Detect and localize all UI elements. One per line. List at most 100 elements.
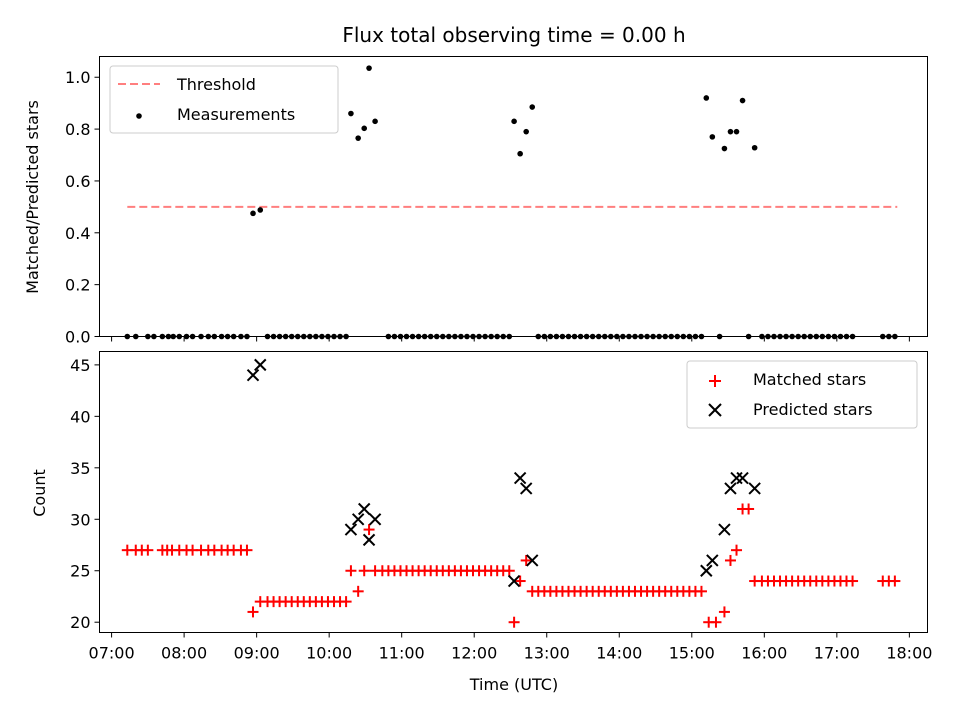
- top-y-tick-label: 0.6: [65, 172, 90, 191]
- matched-star-point: [247, 606, 259, 618]
- measurement-point: [511, 118, 517, 125]
- predicted-star-point: [724, 482, 737, 495]
- matched-legend-marker: [709, 375, 721, 387]
- measurement-point: [709, 134, 716, 140]
- measurement-point: [355, 135, 361, 141]
- predicted-star-point: [700, 564, 713, 577]
- measurement-point: [517, 150, 523, 157]
- measurement-point: [372, 118, 378, 125]
- predicted-legend-label: Predicted stars: [753, 400, 873, 419]
- measurement-point: [751, 144, 758, 151]
- bottom-x-tick-label: 17:00: [814, 644, 860, 663]
- measurement-point: [703, 95, 710, 101]
- predicted-legend-marker: [708, 403, 722, 417]
- bottom-y-tick-label: 20: [70, 613, 90, 632]
- matched-star-point: [710, 616, 722, 628]
- matched-star-point: [508, 616, 520, 628]
- top-axes-frame: [99, 56, 928, 337]
- bottom-y-tick-label: 40: [70, 407, 90, 426]
- matched-star-point: [718, 606, 730, 618]
- bottom-x-axis: 07:00 08:00 09:00 10:00 11:00 12:00 13:00 14:00…: [89, 632, 932, 663]
- predicted-star-point: [344, 523, 358, 536]
- bottom-plot-area: [121, 358, 901, 628]
- bottom-y-axis: 20 25 30 35 40 45: [70, 356, 100, 632]
- matched-star-point: [889, 575, 901, 587]
- bottom-axes-frame: [99, 351, 928, 633]
- matched-star-point: [695, 585, 707, 597]
- top-y-tick-label: 0.4: [65, 224, 90, 243]
- threshold-legend-label: Threshold: [176, 75, 256, 94]
- top-y-tick-label: 0.2: [65, 276, 90, 295]
- measurement-point: [366, 65, 372, 71]
- top-y-axis-label: Matched/Predicted stars: [23, 100, 42, 294]
- matched-star-point: [743, 503, 755, 515]
- matched-star-point: [142, 544, 154, 556]
- top-chart-title: Flux total observing time = 0.00 h: [342, 23, 685, 47]
- matched-star-point: [514, 575, 526, 587]
- matched-star-point: [731, 544, 743, 556]
- measurements-legend-marker: [136, 113, 142, 119]
- bottom-panel: Count Time (UTC) 20 25 30 35 40 45 07:00 08:00…: [30, 351, 932, 694]
- predicted-star-point: [254, 358, 267, 372]
- bottom-x-tick-label: 14:00: [596, 644, 642, 663]
- measurement-point: [739, 97, 746, 104]
- matched-star-point: [847, 575, 859, 587]
- measurement-point: [721, 145, 728, 152]
- predicted-star-point: [246, 368, 260, 382]
- bottom-y-tick-label: 25: [70, 562, 90, 581]
- bottom-y-axis-label: Count: [30, 469, 49, 517]
- bottom-legend: Matched stars Predicted stars: [686, 360, 918, 429]
- top-y-tick-label: 0.8: [65, 120, 90, 139]
- predicted-star-point: [736, 471, 749, 485]
- bottom-y-tick-label: 30: [70, 510, 90, 529]
- bottom-y-tick-label: 35: [70, 459, 90, 478]
- bottom-x-tick-label: 15:00: [669, 644, 715, 663]
- measurement-point: [727, 128, 734, 135]
- bottom-x-tick-label: 09:00: [234, 644, 280, 663]
- predicted-star-point: [507, 574, 521, 588]
- predicted-star-point: [748, 482, 761, 495]
- measurement-point: [257, 207, 264, 213]
- predicted-star-point: [718, 523, 731, 536]
- measurement-point: [348, 110, 354, 117]
- matched-star-point: [724, 554, 736, 566]
- matched-star-point: [363, 524, 375, 536]
- top-legend-box: [109, 65, 339, 134]
- bottom-x-tick-label: 18:00: [886, 644, 932, 663]
- predicted-star-point: [526, 554, 539, 567]
- bottom-x-tick-label: 08:00: [161, 644, 207, 663]
- bottom-x-tick-label: 10:00: [306, 644, 352, 663]
- matched-star-point: [352, 585, 364, 597]
- matched-legend-label: Matched stars: [753, 370, 866, 389]
- matched-star-point: [241, 544, 253, 556]
- top-panel: Flux total observing time = 0.00 h Match…: [23, 23, 928, 347]
- matched-star-point: [520, 554, 532, 566]
- bottom-x-tick-label: 12:00: [451, 644, 497, 663]
- bottom-x-tick-label: 16:00: [741, 644, 787, 663]
- bottom-x-axis-label: Time (UTC): [469, 675, 558, 694]
- top-y-tick-label: 1.0: [65, 68, 90, 87]
- matched-star-point: [503, 565, 515, 577]
- bottom-y-tick-label: 45: [70, 356, 90, 375]
- measurements-legend-label: Measurements: [177, 105, 295, 124]
- predicted-star-point: [519, 482, 533, 495]
- measurement-point: [361, 125, 368, 132]
- top-legend: Threshold Measurements: [109, 65, 339, 134]
- matched-star-point: [358, 565, 370, 577]
- top-y-axis: 0.0 0.2 0.4 0.6 0.8 1.0: [65, 68, 100, 347]
- bottom-legend-box: [686, 360, 918, 429]
- top-y-tick-label: 0.0: [65, 328, 90, 347]
- measurement-point: [250, 210, 256, 217]
- bottom-x-tick-label: 13:00: [524, 644, 570, 663]
- predicted-star-point: [358, 502, 371, 516]
- bottom-x-tick-label: 07:00: [89, 644, 135, 663]
- predicted-star-point: [368, 513, 382, 526]
- matched-star-point: [340, 596, 352, 608]
- predicted-star-point: [351, 513, 365, 526]
- predicted-star-point: [706, 554, 719, 567]
- measurement-point: [529, 104, 536, 110]
- predicted-star-point: [513, 471, 527, 485]
- matched-star-point: [345, 565, 357, 577]
- measurement-point: [733, 128, 740, 135]
